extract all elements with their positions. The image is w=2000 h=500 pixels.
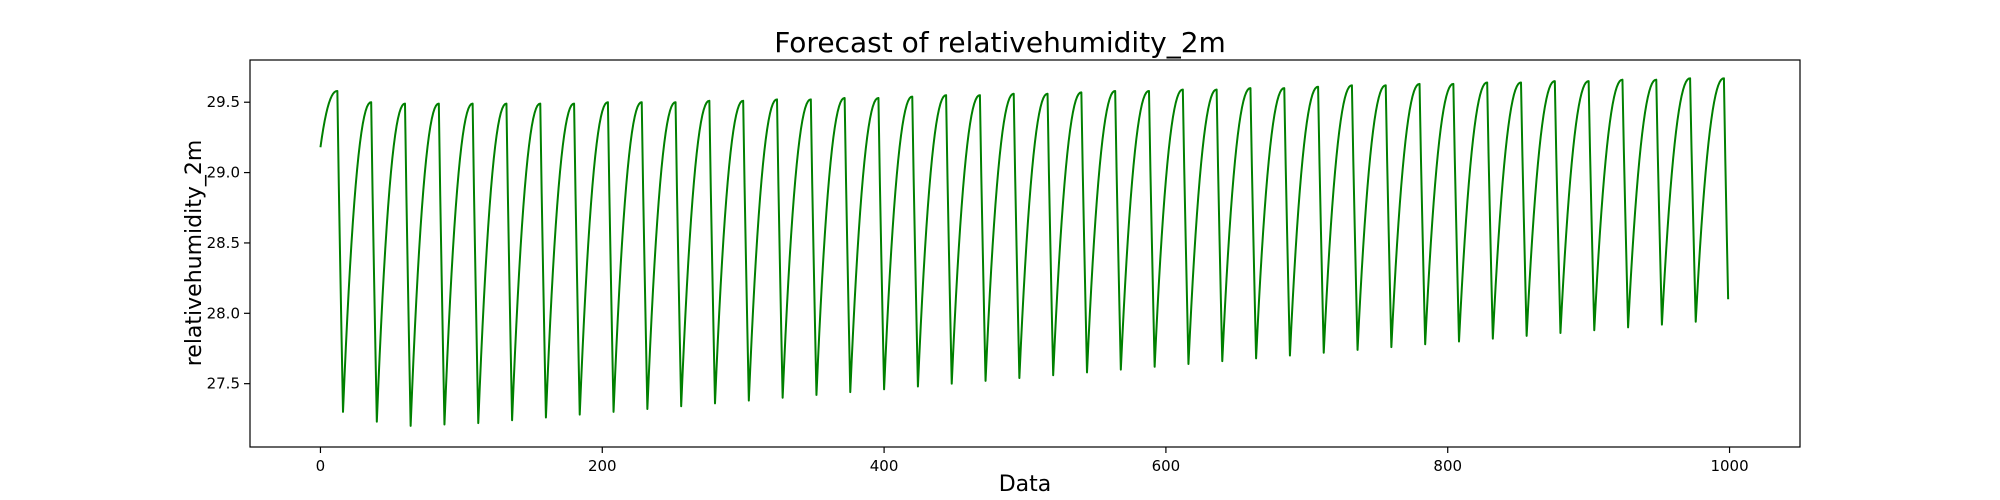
y-axis: 27.5 28.0 28.5 29.0 29.5 — [207, 93, 250, 393]
y-tick-label: 29.0 — [207, 164, 240, 182]
y-tick-label: 27.5 — [207, 375, 240, 393]
series-line — [319, 77, 1730, 427]
x-tick-label: 0 — [316, 457, 326, 475]
x-axis-label: Data — [999, 472, 1052, 497]
y-tick-label: 28.5 — [207, 234, 240, 252]
y-tick-label: 28.0 — [207, 304, 240, 322]
chart-title: Forecast of relativehumidity_2m — [774, 26, 1226, 59]
x-tick-label: 200 — [588, 457, 617, 475]
y-axis-label: relativehumidity_2m — [182, 140, 207, 367]
x-axis: 0 200 400 600 800 1000 — [316, 447, 1749, 475]
y-tick-label: 29.5 — [207, 93, 240, 111]
x-tick-label: 800 — [1433, 457, 1462, 475]
x-tick-label: 600 — [1152, 457, 1181, 475]
x-tick-label: 1000 — [1710, 457, 1748, 475]
x-tick-label: 400 — [870, 457, 899, 475]
chart-marks — [319, 77, 1730, 427]
plot-frame — [249, 59, 1801, 448]
